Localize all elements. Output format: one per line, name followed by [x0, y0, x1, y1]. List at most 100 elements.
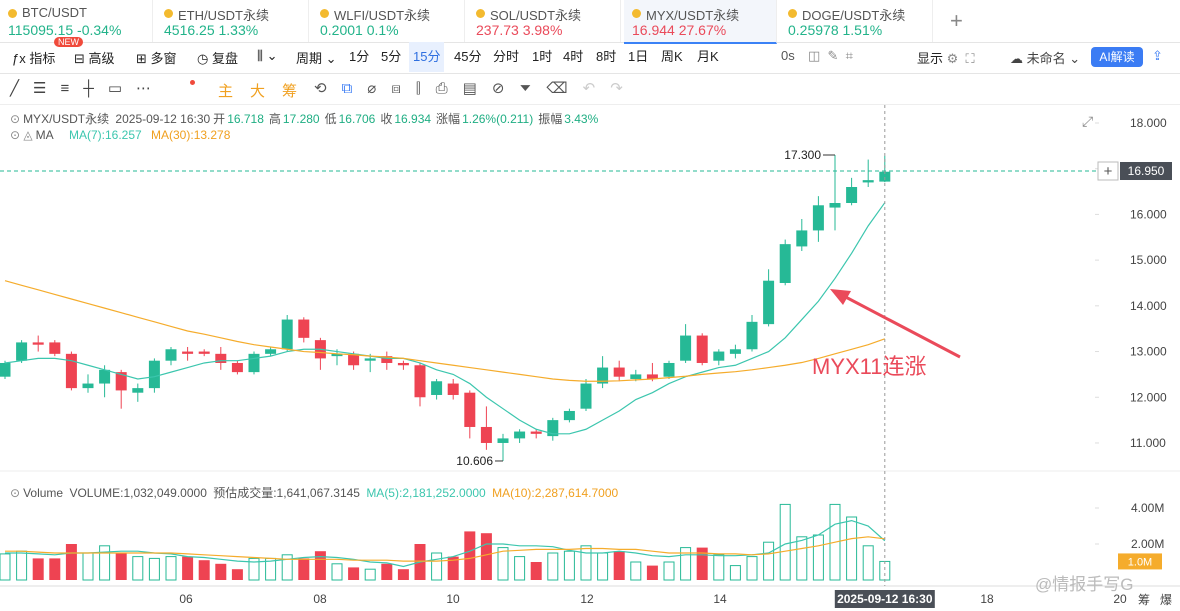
change: 0.1% [366, 22, 399, 38]
interval[interactable]: 周K [661, 49, 683, 64]
volume-bar [497, 547, 509, 581]
info-label: 振幅 [538, 112, 563, 126]
tab-name: MYX/USDT永续 [646, 8, 740, 23]
arrow-shaft [837, 291, 961, 359]
price: 4516.25 [164, 22, 215, 38]
volume-ma-line [5, 519, 886, 568]
y-tick-label: 4.00M [1131, 501, 1164, 515]
vol-est: 预估成交量:1,641,067.3145 [213, 486, 360, 500]
cursor-box [834, 590, 935, 608]
interval[interactable]: 5分 [381, 49, 402, 64]
fullscreen-btn[interactable]: ⤢ [1082, 113, 1094, 129]
tool[interactable]: 大 [250, 83, 266, 100]
interval[interactable]: 分时 [493, 49, 520, 64]
candle-body [796, 230, 808, 247]
tab[interactable]: MYX/USDT永续 16.944 27.67% [624, 0, 777, 44]
add-tab[interactable]: + [950, 8, 963, 33]
chart-type-btn[interactable]: ⫼ ⌄ [257, 48, 278, 63]
candle-body [480, 426, 492, 443]
watermark: @情报手写G [1035, 575, 1134, 594]
timer: 0s [781, 48, 795, 63]
volume-bar [32, 558, 44, 580]
btn[interactable]: 筹 [1138, 593, 1151, 607]
candle-body [862, 180, 874, 183]
share-btn[interactable]: ⇪ [1152, 48, 1163, 63]
volume-bar [148, 557, 160, 581]
x-tick-label: 06 [179, 592, 193, 606]
ma30: MA(30):13.278 [151, 128, 231, 142]
y-tick-label: 2.00M [1131, 537, 1164, 551]
tab-name: ETH/USDT永续 [178, 8, 270, 23]
tab[interactable]: DOGE/USDT永续 0.25978 1.51% [780, 0, 933, 42]
volume-bar [115, 553, 127, 580]
x-tick-label: 20 [1113, 592, 1127, 606]
indicator-btn[interactable]: ƒx 指标 [12, 51, 56, 66]
interval[interactable]: 1时 [532, 49, 553, 64]
time: 2025-09-12 16:30 [115, 112, 211, 126]
change: 27.67% [678, 22, 727, 38]
info-label: 收 [380, 112, 393, 126]
tab[interactable]: BTC/USDT 115095.15 -0.34% [0, 0, 153, 42]
interval[interactable]: 8时 [596, 49, 617, 64]
tool[interactable]: 主 [218, 83, 234, 100]
candle-body [148, 360, 160, 389]
volume-box [1118, 553, 1162, 570]
volume-bar [182, 556, 194, 580]
volume-bar [663, 561, 675, 581]
volume-bar [796, 536, 808, 581]
candle-body [729, 349, 741, 354]
x-tick-label: 14 [713, 592, 727, 606]
interval[interactable]: 1分 [349, 49, 370, 64]
layout-btn[interactable]: ☁ 未命名 ⌄ [1010, 51, 1081, 66]
btn[interactable]: 爆 [1160, 593, 1173, 607]
tab-name: BTC/USDT [22, 5, 87, 20]
candle-body [132, 388, 144, 393]
candle-body [331, 353, 343, 357]
change: -0.34% [77, 22, 122, 38]
candle-body [431, 381, 443, 395]
interval[interactable]: 45分 [454, 49, 482, 64]
icons[interactable]: ◫ ✎ ⌗ [808, 48, 853, 63]
price: 0.2001 [320, 22, 363, 38]
interval[interactable]: 4时 [563, 49, 584, 64]
draw-icons-2[interactable]: ⟲⧉⌀⧈⫿⎙▤⊘⏷⌫↶↷ [314, 80, 638, 97]
tool[interactable]: 筹 [282, 83, 298, 100]
candle-body [165, 349, 177, 361]
tab[interactable]: WLFI/USDT永续 0.2001 0.1% [312, 0, 465, 42]
tab[interactable]: ETH/USDT永续 4516.25 1.33% [156, 0, 309, 42]
display-btn[interactable]: 显示 ⚙ ⛶ [917, 51, 975, 66]
candle-body [397, 362, 409, 366]
interval[interactable]: 15分 [409, 42, 445, 72]
ma7: MA(7):16.257 [68, 128, 142, 142]
volume-bar [215, 563, 227, 580]
interval[interactable]: 1日 [628, 49, 649, 64]
volume-bar [0, 553, 11, 581]
advanced-btn[interactable]: ⊟ 高级 [74, 51, 115, 66]
info-value: 16.706 [338, 112, 376, 126]
volume-bar [514, 556, 526, 581]
volume-bar [680, 547, 692, 581]
volume-bar [879, 560, 891, 581]
interval[interactable]: 月K [697, 49, 719, 64]
period-btn[interactable]: 周期 ⌄ [296, 51, 337, 66]
cursor-time: 2025-09-12 16:30 [837, 592, 933, 606]
multi-btn[interactable]: ⊞ 多窗 [136, 51, 177, 66]
candle-body [613, 367, 625, 377]
chart: 18.00017.00016.00015.00014.00013.00012.0… [0, 105, 1180, 608]
volume-bar [580, 545, 592, 581]
ai-btn[interactable]: AI解读 [1091, 47, 1143, 67]
vol: VOLUME:1,032,049.0000 [69, 486, 207, 500]
info-value: 16.934 [394, 112, 432, 126]
candle-body [32, 342, 44, 345]
volume-bar [464, 531, 476, 580]
replay-btn[interactable]: ◷ 复盘 [197, 51, 238, 66]
tab[interactable]: SOL/USDT永续 237.73 3.98% [468, 0, 621, 42]
label: 周期 [296, 51, 323, 66]
candle-body [630, 374, 642, 379]
candle-body [464, 392, 476, 427]
ma-title: MA [35, 128, 54, 142]
draw-icons[interactable]: ╱☰≡┼▭⋯ [10, 80, 166, 97]
tab-name: DOGE/USDT永续 [802, 8, 906, 23]
candle-body [696, 335, 708, 363]
y-tick-label: 15.000 [1130, 253, 1167, 267]
